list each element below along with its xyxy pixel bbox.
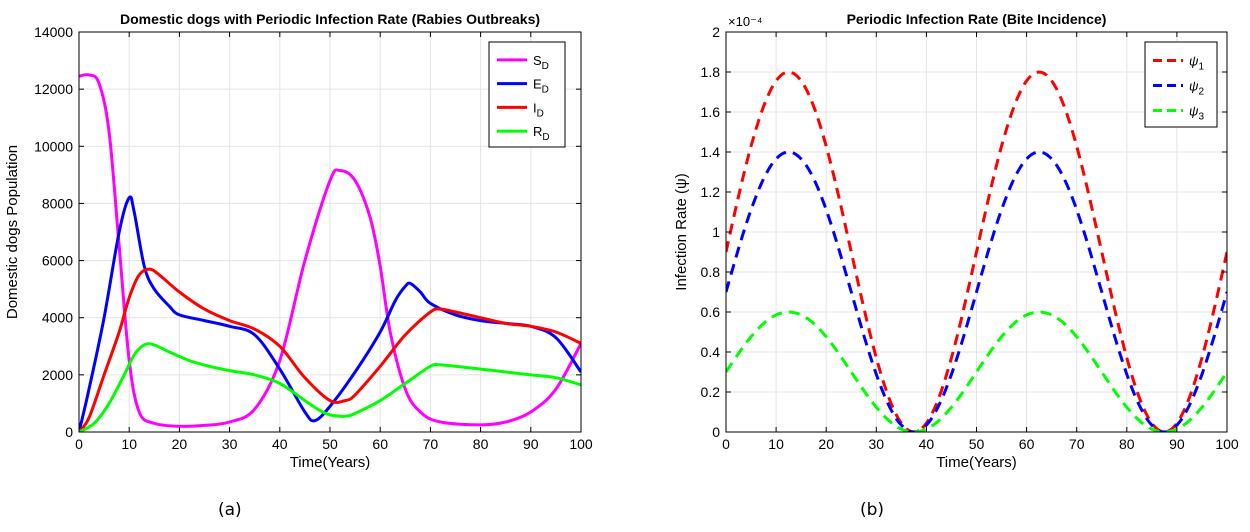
y-exponent: ×10⁻⁴ [728, 14, 763, 29]
y-axis-label: Infection Rate (ψ) [673, 173, 690, 290]
series-line-3 [79, 342, 581, 432]
x-tick-label: 70 [423, 436, 439, 452]
legend: ψ1 ψ2 ψ3 [1144, 41, 1218, 128]
y-tick-label: 1 [712, 224, 720, 240]
series-line-0 [79, 73, 581, 428]
x-tick-label: 90 [1169, 436, 1185, 452]
x-tick-label: 70 [1069, 436, 1085, 452]
x-tick-label: 100 [569, 436, 593, 452]
chart-title: Domestic dogs with Periodic Infection Ra… [120, 11, 540, 27]
x-tick-label: 40 [919, 436, 935, 452]
x-tick-label: 40 [272, 436, 288, 452]
y-tick-label: 1.8 [701, 64, 721, 80]
y-tick-label: 14000 [34, 24, 73, 40]
x-tick-label: 20 [172, 436, 188, 452]
x-tick-label: 60 [372, 436, 388, 452]
caption-b: (b) [860, 500, 885, 520]
y-tick-label: 0 [712, 424, 720, 440]
chart-population: 0 10 20 30 40 50 60 70 80 90 100 0 2000 4000 6000 8000 1… [4, 11, 593, 471]
legend-label-3: RD [533, 124, 550, 143]
chart-infection-rate: 0 10 20 30 40 50 60 70 80 90 100 0 0.2 0.4 0.6 0.8 1 1.2 1… [673, 11, 1239, 471]
legend-label-1: ψ2 [1189, 79, 1204, 98]
x-tick-label: 80 [1119, 436, 1135, 452]
y-tick-label: 2 [712, 24, 720, 40]
y-tick-label: 0.6 [701, 304, 721, 320]
series-line-1 [726, 150, 1227, 432]
y-tick-label: 6000 [42, 253, 73, 269]
x-tick-label: 10 [768, 436, 784, 452]
legend-label-0: SD [533, 53, 549, 72]
y-tick-label: 1.6 [701, 104, 721, 120]
x-tick-label: 10 [121, 436, 137, 452]
y-tick-label: 0.4 [701, 344, 721, 360]
legend-label-2: ID [533, 100, 544, 119]
caption-a: (a) [218, 500, 242, 520]
x-tick-label: 80 [473, 436, 489, 452]
x-tick-label: 20 [818, 436, 834, 452]
y-tick-label: 2000 [42, 367, 73, 383]
x-tick-label: 30 [869, 436, 885, 452]
x-tick-label: 90 [523, 436, 539, 452]
chart-title: Periodic Infection Rate (Bite Incidence) [847, 11, 1107, 27]
series-line-2 [79, 267, 581, 432]
legend-label-1: ED [533, 77, 549, 96]
x-axis-label: Time(Years) [290, 454, 371, 471]
y-tick-label: 8000 [42, 195, 73, 211]
y-tick-label: 1.2 [701, 184, 721, 200]
legend: SD ED ID RD [488, 41, 566, 148]
y-tick-label: 1.4 [701, 144, 721, 160]
x-tick-label: 0 [75, 436, 83, 452]
x-tick-label: 30 [222, 436, 238, 452]
series-line-1 [79, 195, 581, 432]
y-tick-label: 12000 [34, 81, 73, 97]
legend-label-0: ψ1 [1189, 54, 1204, 73]
x-tick-label: 50 [322, 436, 338, 452]
series-line-0 [726, 70, 1227, 432]
y-tick-label: 10000 [34, 138, 73, 154]
x-axis-label: Time(Years) [936, 454, 1017, 471]
series-line-2 [726, 310, 1227, 432]
x-tick-label: 0 [722, 436, 730, 452]
y-tick-label: 4000 [42, 310, 73, 326]
y-tick-label: 0.8 [701, 264, 721, 280]
y-tick-label: 0 [65, 424, 73, 440]
x-tick-label: 50 [969, 436, 985, 452]
y-axis-label: Domestic dogs Population [4, 145, 21, 319]
y-tick-label: 0.2 [701, 384, 721, 400]
x-tick-label: 100 [1215, 436, 1239, 452]
legend-label-2: ψ3 [1189, 104, 1204, 123]
x-tick-label: 60 [1019, 436, 1035, 452]
